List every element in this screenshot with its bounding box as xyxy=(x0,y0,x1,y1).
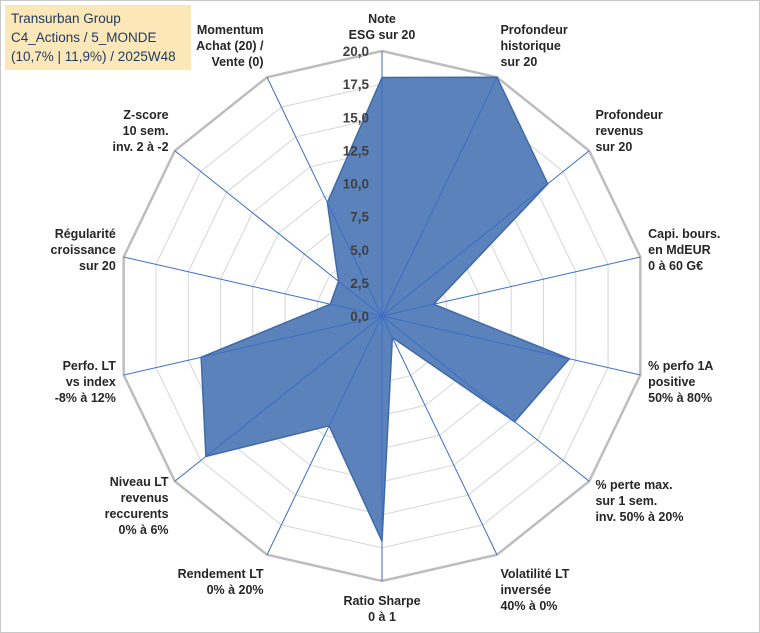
title-stats: (10,7% | 11,9%) / 2025W48 xyxy=(11,49,176,64)
tick-label-5: 12,5 xyxy=(343,143,370,158)
tick-label-8: 20,0 xyxy=(343,44,369,59)
spoke-10 xyxy=(123,315,383,376)
axis-label-8: Rendement LT 0% à 20% xyxy=(178,567,264,597)
axis-label-4: % perfo 1A positive 50% à 80% xyxy=(648,359,713,405)
axis-label-2: Profondeur revenus sur 20 xyxy=(595,108,662,154)
title-company: Transurban Group xyxy=(11,11,121,26)
axis-label-12: Z-score 10 sem. inv. 2 à -2 xyxy=(113,108,169,154)
spoke-1 xyxy=(381,77,498,317)
axis-label-6: Volatilité LT inversée 40% à 0% xyxy=(500,567,569,613)
axis-label-10: Perfo. LT vs index -8% à 12% xyxy=(55,359,117,405)
tick-label-4: 10,0 xyxy=(343,177,369,192)
spoke-9 xyxy=(174,315,383,482)
spoke-6 xyxy=(381,315,498,555)
tick-label-2: 5,0 xyxy=(350,243,369,258)
axis-label-1: Profondeur historique sur 20 xyxy=(500,23,567,69)
spoke-3 xyxy=(381,256,641,317)
axis-label-3: Capi. bours. en MdEUR 0 à 60 G€ xyxy=(648,227,720,273)
spoke-8 xyxy=(266,315,383,555)
tick-label-0: 0,0 xyxy=(350,309,369,324)
tick-label-3: 7,5 xyxy=(350,210,369,225)
axis-label-5: % perte max. sur 1 sem. inv. 50% à 20% xyxy=(595,478,683,524)
axis-label-9: Niveau LT revenus reccurents 0% à 6% xyxy=(105,475,169,537)
chart-title-box: Transurban Group C4_Actions / 5_MONDE (1… xyxy=(5,5,191,70)
tick-label-6: 15,0 xyxy=(343,110,369,125)
spoke-12 xyxy=(174,150,383,317)
axis-label-13: Momentum Achat (20) / Vente (0) xyxy=(196,23,264,69)
spoke-2 xyxy=(381,150,590,317)
tick-label-1: 2,5 xyxy=(350,276,369,291)
spoke-4 xyxy=(381,315,641,376)
spoke-13 xyxy=(266,77,383,317)
tick-label-7: 17,5 xyxy=(343,77,370,92)
axis-label-7: Ratio Sharpe 0 à 1 xyxy=(343,594,420,624)
axis-label-11: Régularité croissance sur 20 xyxy=(51,227,116,273)
title-category: C4_Actions / 5_MONDE xyxy=(11,30,157,45)
axis-label-0: Note ESG sur 20 xyxy=(349,12,416,42)
spoke-5 xyxy=(381,315,590,482)
spoke-11 xyxy=(123,256,383,317)
